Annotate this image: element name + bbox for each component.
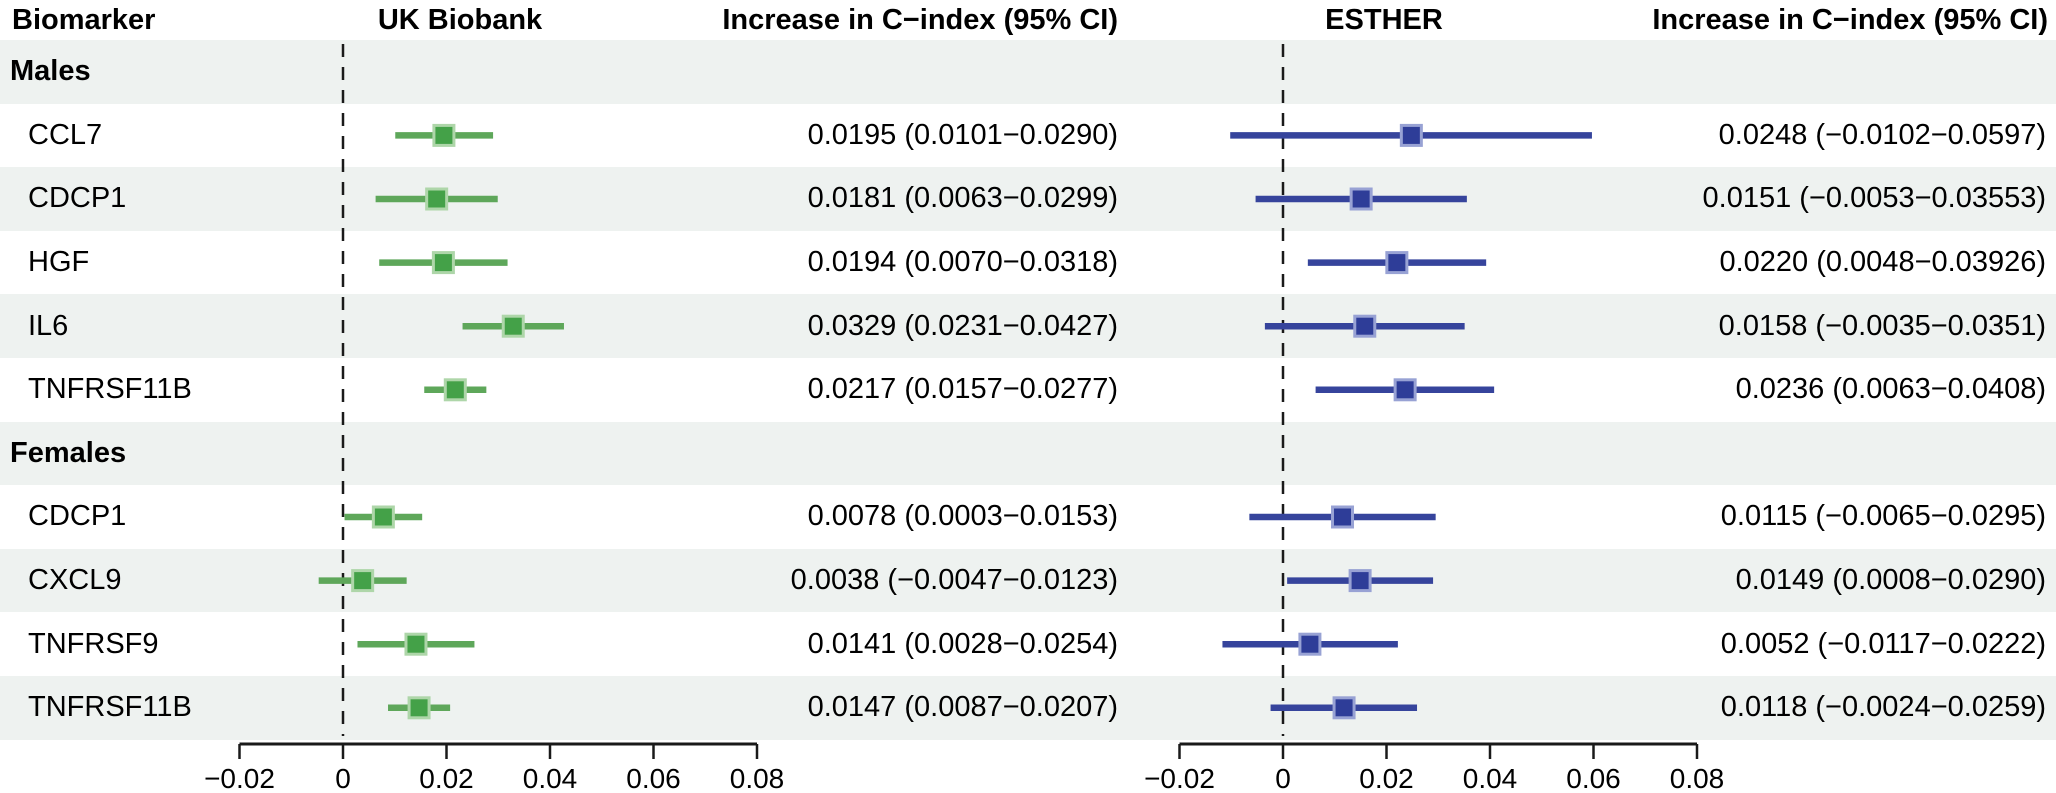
esther-ci-value: 0.0149 (0.0008−0.0290) [1735,564,2046,597]
esther-ci-value: 0.0151 (−0.0053−0.03553) [1702,182,2046,215]
table-row: CCL7 0.0195 (0.0101−0.0290) 0.0248 (−0.010… [0,104,2056,168]
uk-ci-value: 0.0141 (0.0028−0.0254) [807,627,1118,660]
tick-label: −0.02 [1144,763,1215,793]
header-esther-ci: Increase in C−index (95% CI) [1652,4,2048,36]
esther-ci-value: 0.0158 (−0.0035−0.0351) [1718,309,2046,342]
biomarker-label: HGF [28,246,90,279]
tick-label: 0.04 [1463,763,1518,793]
uk-ci-value: 0.0181 (0.0063−0.0299) [807,182,1118,215]
tick-label: 0.06 [626,763,681,793]
group-label: Males [10,55,91,88]
uk-ci-value: 0.0078 (0.0003−0.0153) [807,500,1118,533]
header-biomarker: Biomarker [12,4,156,36]
esther-ci-value: 0.0115 (−0.0065−0.0295) [1720,500,2046,533]
tick-label: 0.06 [1566,763,1621,793]
tick-label: 0.08 [1670,763,1725,793]
header-uk-biobank: UK Biobank [377,4,543,36]
tick-label: 0 [335,763,351,793]
biomarker-label: CCL7 [28,118,103,151]
table-row: IL6 0.0329 (0.0231−0.0427) 0.0158 (−0.0035… [0,294,2056,358]
table-row: CXCL9 0.0038 (−0.0047−0.0123) 0.0149 (0.00… [0,548,2056,613]
table-row: HGF 0.0194 (0.0070−0.0318) 0.0220 (0.0048−… [0,231,2056,295]
esther-ci-value: 0.0236 (0.0063−0.0408) [1735,373,2046,406]
biomarker-label: TNFRSF11B [28,691,192,724]
table-row: CDCP1 0.0078 (0.0003−0.0153) 0.0115 (−0.00… [0,485,2056,549]
uk-ci-value: 0.0194 (0.0070−0.0318) [807,246,1118,279]
biomarker-label: IL6 [28,309,69,342]
uk-ci-value: 0.0147 (0.0087−0.0207) [807,691,1118,724]
tick-label: 0.08 [730,763,785,793]
tick-label: −0.02 [204,763,275,793]
biomarker-label: TNFRSF11B [28,373,192,406]
uk-ci-value: 0.0217 (0.0157−0.0277) [807,373,1118,406]
group-label: Females [10,436,127,469]
esther-ci-value: 0.0118 (−0.0024−0.0259) [1720,691,2046,724]
biomarker-label: TNFRSF9 [28,627,159,660]
group-row: Females [0,421,2056,486]
tick-label: 0.04 [523,763,578,793]
biomarker-label: CXCL9 [28,564,122,597]
table-row: TNFRSF11B 0.0217 (0.0157−0.0277) 0.0236 (0… [0,358,2056,422]
header-esther: ESTHER [1325,4,1443,36]
table-row: TNFRSF9 0.0141 (0.0028−0.0254) 0.0052 (−0.… [0,612,2056,676]
table-row: CDCP1 0.0181 (0.0063−0.0299) 0.0151 (−0.00… [0,167,2056,231]
tick-label: 0.02 [419,763,474,793]
header-uk-ci: Increase in C−index (95% CI) [722,4,1118,36]
uk-ci-value: 0.0195 (0.0101−0.0290) [807,118,1118,151]
uk-ci-value: 0.0038 (−0.0047−0.0123) [790,564,1118,597]
table-row: TNFRSF11B 0.0147 (0.0087−0.0207) 0.0118 (−… [0,676,2056,740]
esther-ci-value: 0.0220 (0.0048−0.03926) [1719,246,2046,279]
uk-ci-value: 0.0329 (0.0231−0.0427) [807,309,1118,342]
esther-ci-value: 0.0052 (−0.0117−0.0222) [1720,627,2046,660]
tick-label: 0 [1275,763,1291,793]
group-row: Males [0,40,2056,104]
esther-ci-value: 0.0248 (−0.0102−0.0597) [1718,118,2046,151]
tick-label: 0.02 [1359,763,1414,793]
biomarker-label: CDCP1 [28,182,127,215]
biomarker-label: CDCP1 [28,500,127,533]
